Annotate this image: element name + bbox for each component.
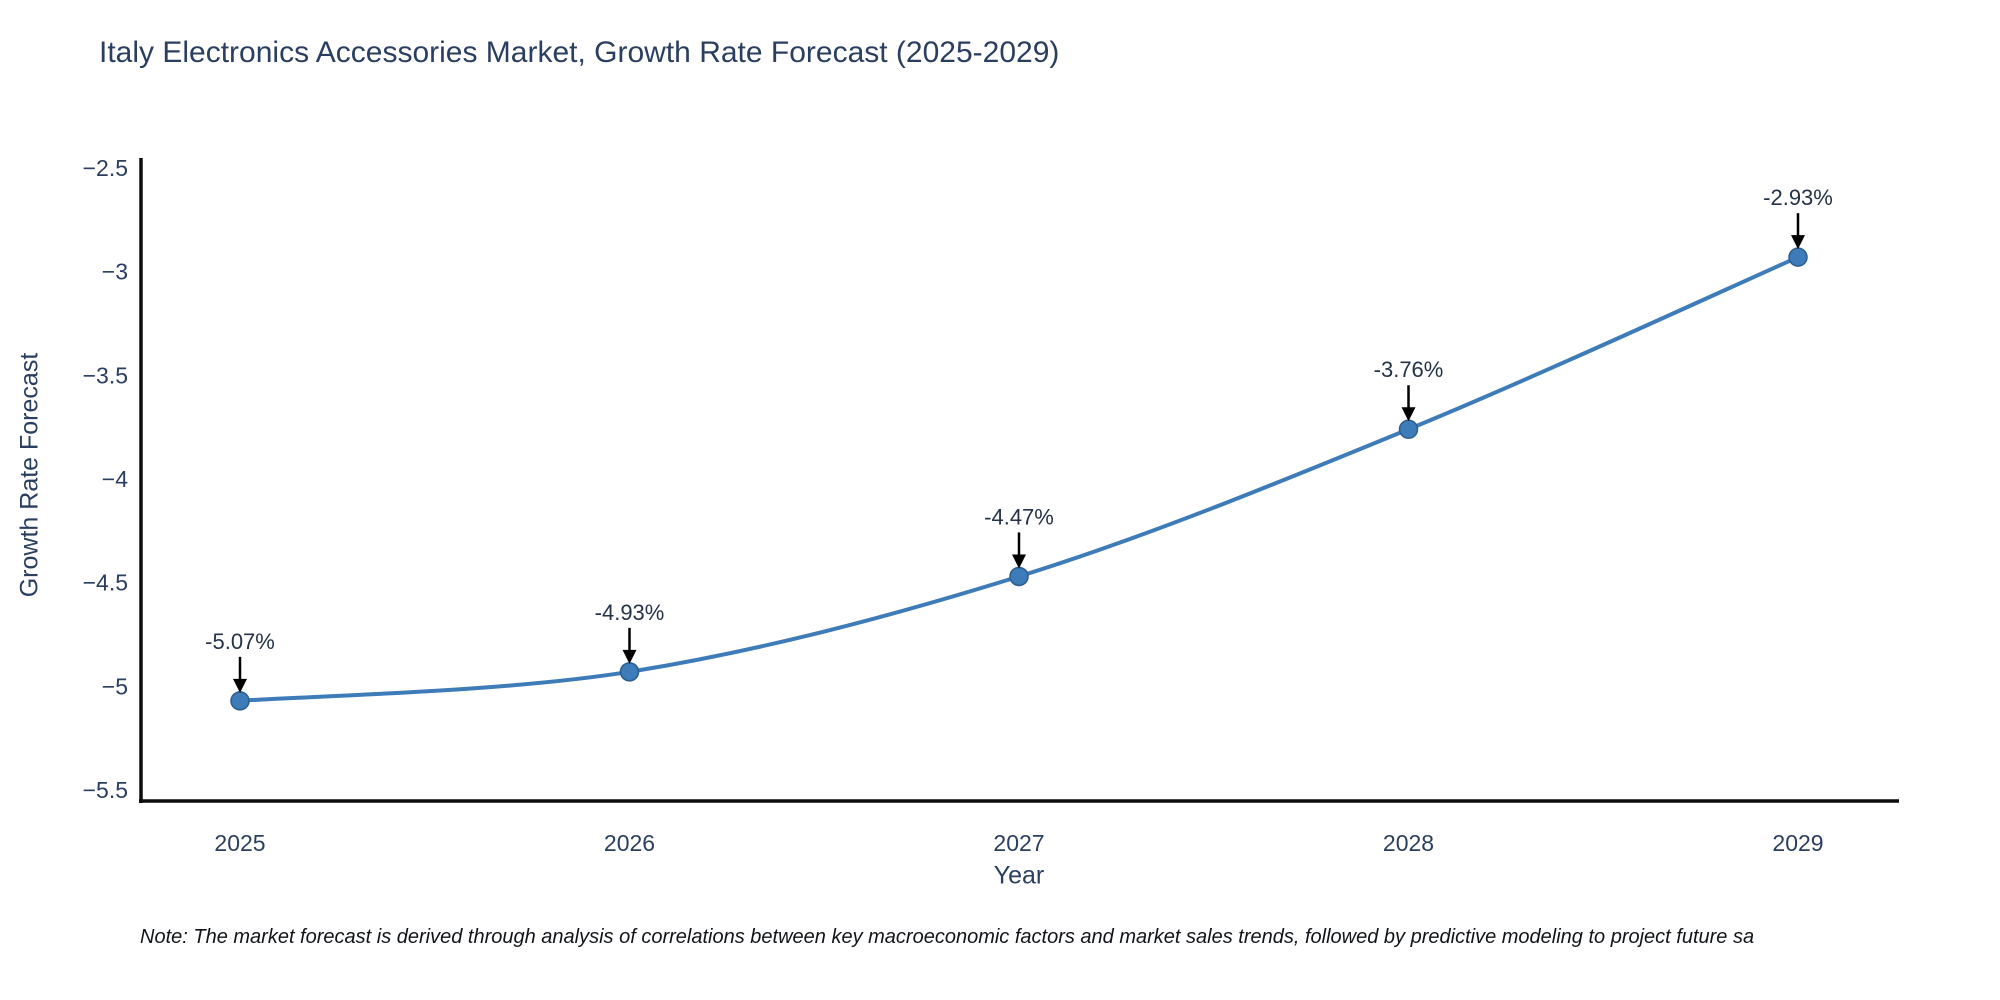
annotation-arrowhead [233,678,247,693]
footnote: Note: The market forecast is derived thr… [140,926,1755,948]
annotation-arrowhead [622,649,637,664]
y-tick-label: −4.5 [83,570,128,596]
x-tick-label: 2027 [993,830,1044,856]
y-tick-label: −4 [102,466,128,492]
annotation-label: -3.76% [1374,357,1444,382]
data-point [1788,247,1808,267]
annotation-label: -4.47% [984,504,1054,529]
data-point [1009,566,1029,587]
trend-line [238,255,1800,703]
annotation-label: -4.93% [595,600,665,625]
y-tick-label: −5.5 [83,777,128,803]
annotation-arrowhead [1791,235,1805,250]
y-tick-label: −5 [102,673,128,699]
y-tick-label: −3.5 [83,362,128,388]
chart-title: Italy Electronics Accessories Market, Gr… [99,36,1060,69]
y-tick-label: −3 [102,259,128,285]
y-axis-title: Growth Rate Forecast [15,352,44,598]
x-tick-label: 2025 [214,830,265,856]
annotation-arrowhead [1401,407,1416,422]
annotation-arrowhead [1012,554,1026,569]
x-tick-label: 2026 [604,830,655,856]
annotation-label: -5.07% [205,629,275,654]
data-point [1398,419,1419,439]
data-point [619,662,640,682]
x-tick-label: 2028 [1383,830,1434,856]
x-tick-label: 2029 [1772,830,1823,856]
x-axis-title: Year [993,861,1045,890]
y-tick-label: −2.5 [83,155,128,181]
annotation-label: -2.93% [1763,185,1833,210]
data-point [230,691,250,711]
